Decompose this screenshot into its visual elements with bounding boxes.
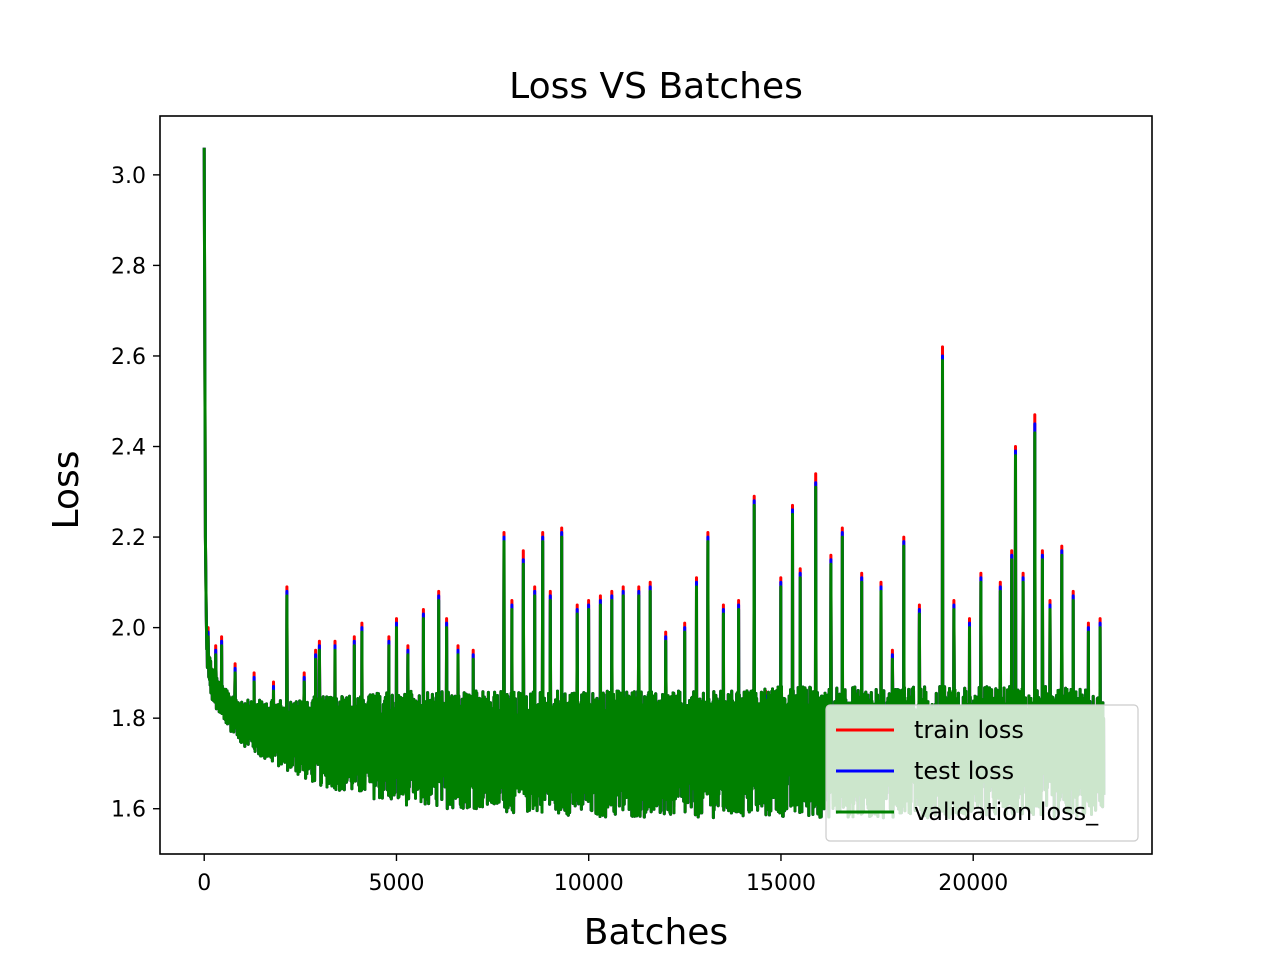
series-line-2	[202, 147, 1106, 820]
chart-title: Loss VS Batches	[509, 66, 803, 107]
legend: train loss test loss validation loss_	[825, 704, 1139, 842]
y-axis-ticks: 1.6 1.8 2.0 2.2 2.4 2.6 2.8 3.0	[111, 164, 160, 823]
y-axis-label: Loss	[46, 451, 87, 530]
x-axis-label: Batches	[584, 912, 728, 953]
legend-items: train loss test loss validation loss_	[836, 716, 1099, 826]
y-tick-label: 1.8	[111, 707, 146, 732]
legend-label: test loss	[914, 757, 1014, 785]
y-tick-label: 2.0	[111, 617, 146, 642]
series-layer	[202, 147, 1106, 820]
legend-box	[825, 704, 1139, 842]
plot-frame	[159, 115, 1153, 855]
x-tick-label: 20000	[938, 871, 1008, 896]
y-tick-label: 3.0	[111, 164, 146, 189]
x-tick-label: 15000	[746, 871, 816, 896]
legend-label: validation loss_	[914, 798, 1099, 826]
y-tick-label: 2.2	[111, 526, 146, 551]
x-tick-label: 10000	[554, 871, 624, 896]
y-tick-label: 2.6	[111, 345, 146, 370]
y-tick-label: 2.8	[111, 254, 146, 279]
x-tick-label: 5000	[368, 871, 424, 896]
y-tick-label: 1.6	[111, 798, 146, 823]
legend-label: train loss	[914, 716, 1024, 744]
x-tick-label: 0	[197, 871, 211, 896]
y-tick-label: 2.4	[111, 436, 146, 461]
x-axis-ticks: 0 5000 10000 15000 20000	[197, 854, 1008, 896]
